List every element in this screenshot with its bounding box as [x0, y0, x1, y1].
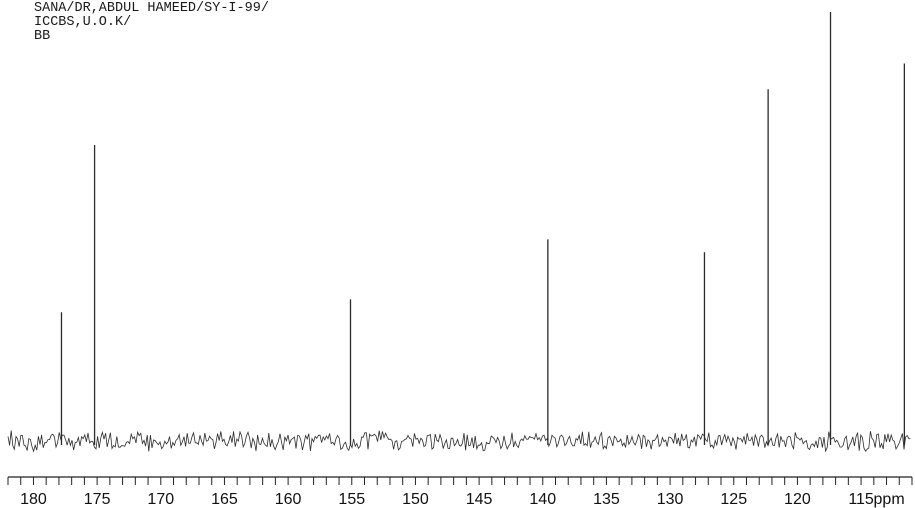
header-line-3: BB — [34, 29, 51, 44]
x-tick-label: 155 — [338, 491, 365, 508]
x-tick-label: 145 — [466, 491, 493, 508]
x-tick-label: 170 — [147, 491, 174, 508]
baseline-noise — [7, 430, 911, 453]
x-tick-label: 135 — [593, 491, 620, 508]
x-tick-label: 180 — [20, 491, 47, 508]
x-tick-label: 150 — [402, 491, 429, 508]
x-tick-label: 125 — [720, 491, 747, 508]
x-tick-label: 140 — [529, 491, 556, 508]
x-tick-label: 130 — [657, 491, 684, 508]
x-tick-label: 165 — [211, 491, 238, 508]
header-line-2: ICCBS,U.O.K/ — [34, 15, 132, 30]
x-tick-label: 160 — [275, 491, 302, 508]
x-axis-unit-label: ppm — [874, 491, 905, 508]
x-tick-label: 120 — [784, 491, 811, 508]
x-tick-label: 115 — [848, 491, 874, 508]
header-line-1: SANA/DR,ABDUL HAMEED/SY-I-99/ — [34, 1, 269, 16]
peaks-layer — [60, 12, 906, 445]
x-tick-label: 175 — [84, 491, 111, 508]
x-axis-ticks: 180 175 170 165 160 155 150 145 140 135 130 125 120 1… — [7, 477, 913, 508]
spectrum-header: SANA/DR,ABDUL HAMEED/SY-I-99/ ICCBS,U.O.… — [34, 2, 269, 44]
baseline-noise-layer — [7, 430, 911, 453]
